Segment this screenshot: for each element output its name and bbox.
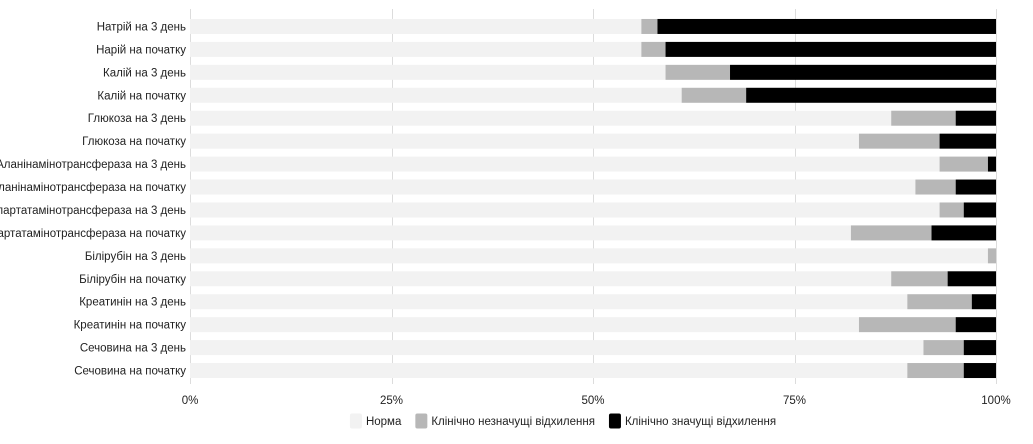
- bar-segment: [939, 133, 996, 149]
- bar-segment: [641, 41, 666, 57]
- bar-segment: [891, 271, 948, 287]
- bar-segment: [955, 110, 996, 126]
- bar-segment: [190, 18, 642, 34]
- bar-segment: [915, 179, 956, 195]
- category-label: Білірубін на початку: [79, 274, 186, 286]
- x-tick-label: 0%: [182, 395, 199, 407]
- category-label: Аланінамінотрансфераза на 3 день: [0, 159, 186, 171]
- legend-swatch: [349, 413, 362, 429]
- bar-segment: [746, 87, 996, 103]
- bar-segment: [858, 133, 940, 149]
- bar-segment: [971, 294, 996, 310]
- bar-segment: [987, 156, 996, 172]
- bar-segment: [947, 271, 996, 287]
- bar-segment: [907, 294, 972, 310]
- category-label: Білірубін на 3 день: [85, 251, 186, 263]
- bar-segment: [190, 202, 940, 218]
- category-label: Аспартатамінотрансфераза на початку: [0, 228, 186, 240]
- bar-segment: [850, 225, 932, 241]
- category-label: Сечовина на 3 день: [80, 343, 186, 355]
- category-label: Креатинін на 3 день: [79, 297, 186, 309]
- category-label: Аланінамінотрансфераза на початку: [0, 182, 186, 194]
- bar-segment: [858, 317, 956, 333]
- category-label: Глюкоза на початку: [82, 136, 186, 148]
- bar-segment: [190, 156, 940, 172]
- bar-segment: [963, 202, 996, 218]
- legend-item: Клінічно незначущі відхилення: [415, 413, 595, 429]
- bar-segment: [641, 18, 658, 34]
- bar-segment: [931, 225, 996, 241]
- category-label: Нарій на початку: [96, 44, 186, 56]
- legend-label: Клінічно значущі відхилення: [625, 416, 776, 428]
- bar-segment: [190, 41, 642, 57]
- category-label: Глюкоза на 3 день: [88, 113, 186, 125]
- bar-segment: [190, 294, 908, 310]
- legend-label: Норма: [366, 416, 402, 428]
- bar-segment: [190, 340, 924, 356]
- category-label: Калій на початку: [97, 90, 186, 102]
- bar-segment: [190, 271, 892, 287]
- legend-label: Клінічно незначущі відхилення: [431, 416, 595, 428]
- bar-segment: [730, 64, 996, 80]
- x-tick-label: 75%: [783, 395, 806, 407]
- x-tick-label: 25%: [380, 395, 403, 407]
- bar-segment: [963, 340, 996, 356]
- bar-segment: [891, 110, 956, 126]
- bar-segment: [190, 87, 682, 103]
- bar-segment: [190, 248, 988, 264]
- bar-segment: [190, 363, 908, 379]
- bar-segment: [190, 64, 666, 80]
- bar-segment: [657, 18, 996, 34]
- bar-segment: [190, 110, 892, 126]
- category-label: Аспартатамінотрансфераза на 3 день: [0, 205, 186, 217]
- legend-item: Клінічно значущі відхилення: [608, 413, 776, 429]
- legend-item: Норма: [349, 413, 402, 429]
- legend-swatch: [608, 413, 621, 429]
- bar-segment: [190, 179, 916, 195]
- bar-segment: [190, 317, 859, 333]
- bar-segment: [923, 340, 964, 356]
- bar-segment: [955, 179, 996, 195]
- category-label: Калій на 3 день: [103, 67, 186, 79]
- category-label: Креатинін на початку: [74, 320, 187, 332]
- bar-segment: [190, 225, 851, 241]
- bar-segment: [939, 202, 964, 218]
- x-axis-ticks: 0% 25% 50% 75% 100%: [182, 395, 1011, 407]
- bar-segment: [939, 156, 988, 172]
- bar-segment: [987, 248, 996, 264]
- category-label: Натрій на 3 день: [97, 21, 186, 33]
- bar-segment: [665, 64, 731, 80]
- legend: Норма Клінічно незначущі відхилення Клініч…: [349, 413, 776, 429]
- category-label: Сечовина на початку: [74, 366, 186, 378]
- bar-segment: [907, 363, 964, 379]
- bar-segment: [190, 133, 859, 149]
- bar-segment: [955, 317, 996, 333]
- category-labels: Натрій на 3 день Нарій на початку Калій на…: [0, 21, 186, 377]
- legend-swatch: [415, 413, 428, 429]
- bar-segment: [665, 41, 996, 57]
- x-tick-label: 100%: [981, 395, 1010, 407]
- bar-segment: [681, 87, 747, 103]
- x-tick-label: 50%: [581, 395, 604, 407]
- bar-segment: [963, 363, 996, 379]
- bars: [190, 18, 996, 379]
